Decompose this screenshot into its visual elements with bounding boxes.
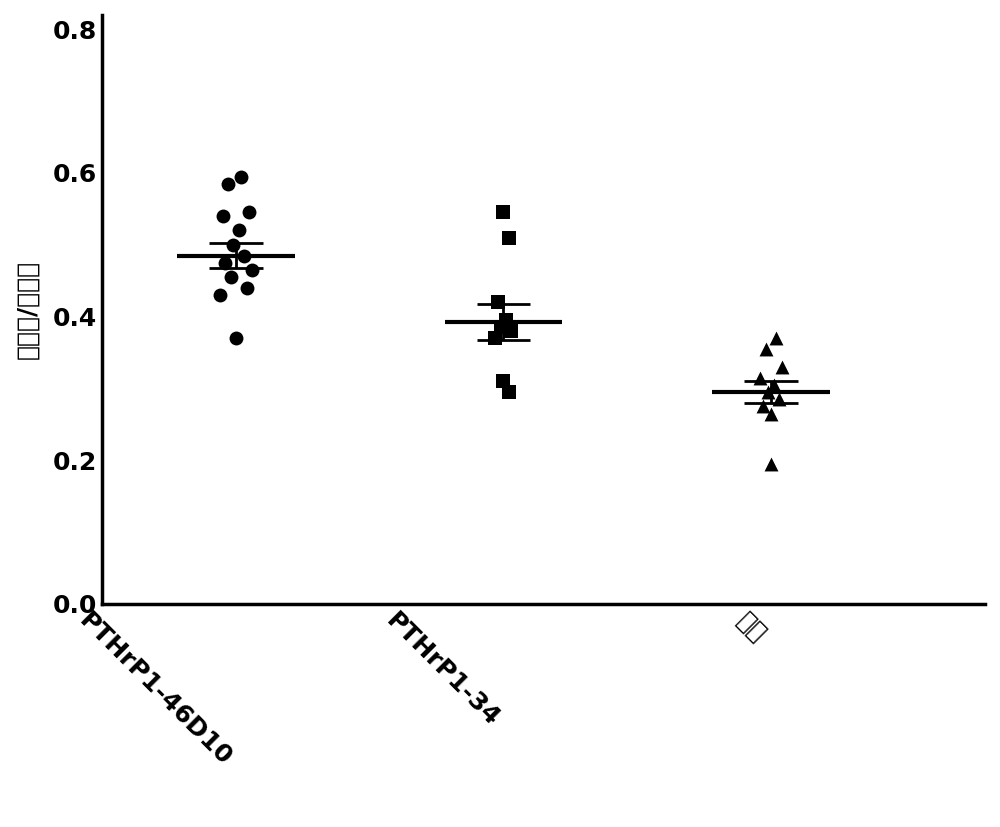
Point	[755, 399, 771, 413]
Point	[244, 263, 260, 276]
Point	[493, 321, 509, 334]
Point	[239, 281, 255, 294]
Point	[220, 177, 236, 190]
Point	[768, 332, 784, 345]
Point	[774, 361, 790, 374]
Point	[217, 256, 233, 270]
Point	[758, 342, 774, 356]
Y-axis label: 骨体积/总体积: 骨体积/总体积	[15, 260, 39, 359]
Point	[231, 224, 247, 237]
Point	[223, 270, 239, 284]
Point	[241, 206, 257, 219]
Point	[766, 378, 782, 391]
Point	[498, 313, 514, 327]
Point	[487, 332, 503, 345]
Point	[225, 238, 241, 251]
Point	[495, 206, 511, 219]
Point	[228, 332, 244, 345]
Point	[771, 393, 787, 406]
Point	[212, 289, 228, 302]
Point	[501, 231, 517, 244]
Point	[501, 385, 517, 399]
Point	[495, 375, 511, 388]
Point	[233, 170, 249, 184]
Point	[236, 249, 252, 262]
Point	[503, 324, 519, 337]
Point	[760, 385, 776, 399]
Point	[752, 371, 768, 385]
Point	[215, 209, 231, 222]
Point	[763, 407, 779, 420]
Point	[490, 295, 506, 308]
Point	[763, 457, 779, 471]
